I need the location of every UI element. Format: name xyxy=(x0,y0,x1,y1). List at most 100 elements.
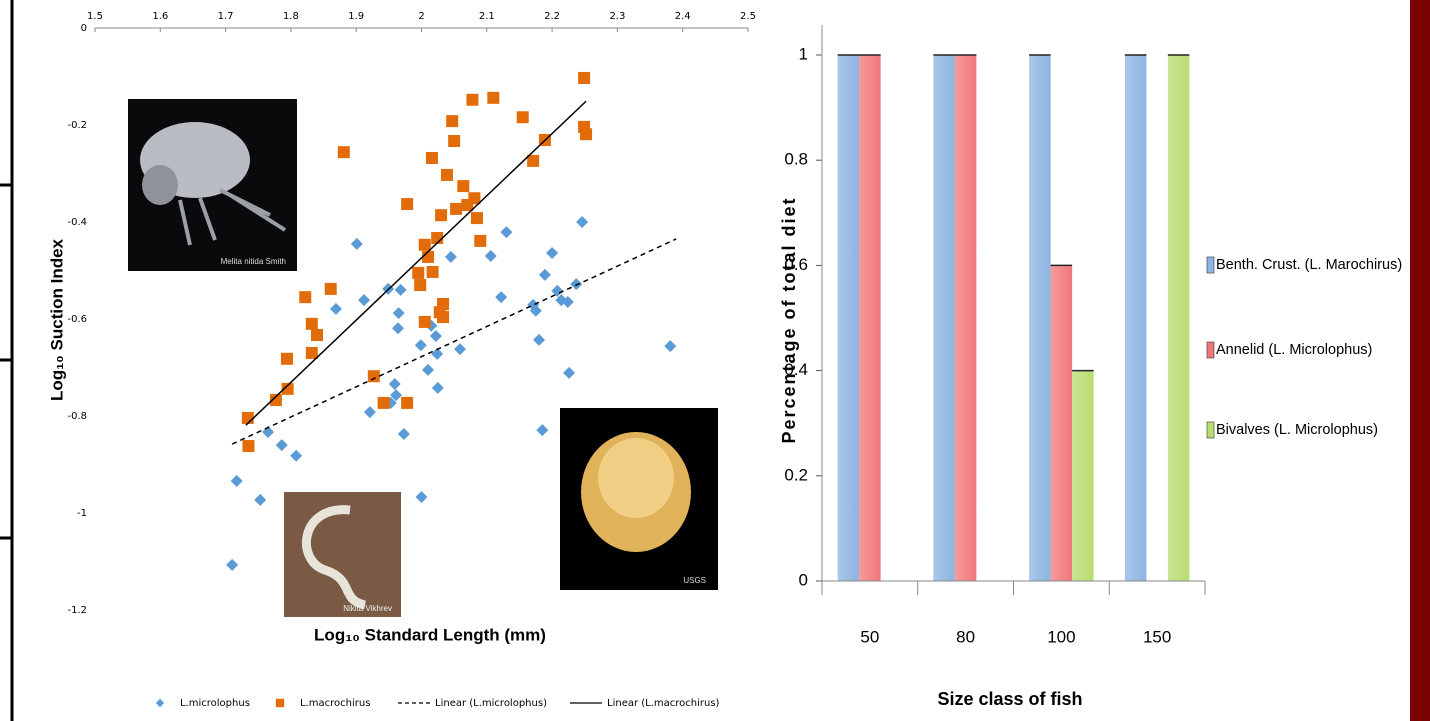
bar xyxy=(1050,265,1073,581)
point xyxy=(529,304,542,317)
trendline xyxy=(245,100,587,426)
point xyxy=(401,396,414,409)
bar xyxy=(1072,370,1094,581)
x-tick-label: 1.8 xyxy=(283,11,299,22)
point xyxy=(516,111,529,124)
point xyxy=(414,279,427,292)
point xyxy=(415,490,428,503)
point xyxy=(500,226,513,239)
x-tick-label: 1.5 xyxy=(87,11,103,22)
point xyxy=(392,307,405,320)
y-tick-label: -0.2 xyxy=(67,120,87,131)
legend-label: L.microlophus xyxy=(180,698,250,709)
bar xyxy=(837,55,860,581)
point xyxy=(350,237,363,250)
x-tick-label: 80 xyxy=(956,627,975,646)
point xyxy=(450,202,463,215)
y-tick-label: -0.4 xyxy=(67,217,87,228)
bar xyxy=(954,55,977,581)
point xyxy=(397,427,410,440)
x-tick-label: 1.6 xyxy=(152,11,168,22)
x-tick-label: 2.4 xyxy=(675,11,691,22)
point xyxy=(281,382,294,395)
point xyxy=(425,151,438,164)
point xyxy=(242,440,255,453)
bar xyxy=(1167,55,1190,581)
point xyxy=(533,333,546,346)
photo-credit: Melita nitida Smith xyxy=(221,257,286,266)
point xyxy=(363,406,376,419)
photo-worm: Nikita Vikhrev xyxy=(284,492,401,617)
point xyxy=(422,363,435,376)
point xyxy=(576,216,589,228)
point xyxy=(474,234,487,247)
y-tick-label: 1 xyxy=(799,44,808,63)
point xyxy=(358,294,371,307)
point xyxy=(388,377,401,390)
x-tick-label: 50 xyxy=(860,627,879,646)
legend-label: Benth. Crust. (L. Marochirus) xyxy=(1216,257,1402,273)
point xyxy=(664,340,677,353)
point xyxy=(305,317,318,330)
point xyxy=(495,291,508,304)
point xyxy=(440,168,453,181)
point xyxy=(418,315,431,328)
point xyxy=(418,238,431,251)
point xyxy=(426,265,439,278)
x-tick-label: 150 xyxy=(1143,627,1171,646)
y-tick-label: 0 xyxy=(799,570,808,589)
legend-label: Bivalves (L. Microlophus) xyxy=(1216,422,1378,438)
x-tick-label: 2.2 xyxy=(544,11,560,22)
photo-shape xyxy=(301,505,367,610)
point xyxy=(269,393,282,406)
point xyxy=(305,346,318,359)
x-tick-label: 2.3 xyxy=(609,11,625,22)
point xyxy=(324,282,337,295)
point xyxy=(390,389,403,402)
point xyxy=(429,329,442,342)
point xyxy=(435,209,448,222)
legend-swatch xyxy=(1206,421,1215,439)
point xyxy=(448,135,461,148)
point xyxy=(230,474,243,487)
point xyxy=(538,268,551,281)
x-tick-label: 2 xyxy=(418,11,424,22)
point xyxy=(367,370,380,383)
legend-swatch xyxy=(1206,341,1215,359)
point xyxy=(471,212,484,225)
y-axis-title: Percentage of total diet xyxy=(779,196,799,443)
y-axis-title: Log₁₀ Suction Index xyxy=(47,238,66,401)
x-tick-label: 1.9 xyxy=(348,11,364,22)
bar xyxy=(1124,55,1147,581)
x-tick-label: 100 xyxy=(1047,627,1075,646)
trendline xyxy=(231,238,677,445)
x-tick-label: 2.1 xyxy=(479,11,495,22)
y-tick-label: 0.2 xyxy=(784,465,808,484)
bar xyxy=(1029,55,1051,581)
point xyxy=(578,71,591,84)
point xyxy=(422,250,435,263)
point xyxy=(546,247,559,260)
y-tick-label: 0 xyxy=(81,23,87,34)
photo-credit: USGS xyxy=(683,576,706,585)
point xyxy=(484,249,497,262)
point xyxy=(329,302,342,315)
point xyxy=(457,180,470,193)
photo-credit: Nikita Vikhrev xyxy=(343,604,392,613)
legend-label: Linear (L.microlophus) xyxy=(435,698,547,709)
legend-label: Linear (L.macrochirus) xyxy=(607,698,720,709)
point xyxy=(437,297,450,310)
point xyxy=(437,311,450,324)
point xyxy=(299,291,312,304)
y-tick-label: -0.6 xyxy=(67,314,87,325)
point xyxy=(431,347,444,360)
legend-swatch xyxy=(1206,256,1215,274)
y-tick-label: 0.4 xyxy=(784,360,808,379)
point xyxy=(536,424,549,437)
point xyxy=(275,439,288,452)
point xyxy=(527,154,540,167)
side-bar xyxy=(1410,0,1430,721)
point xyxy=(466,93,479,106)
